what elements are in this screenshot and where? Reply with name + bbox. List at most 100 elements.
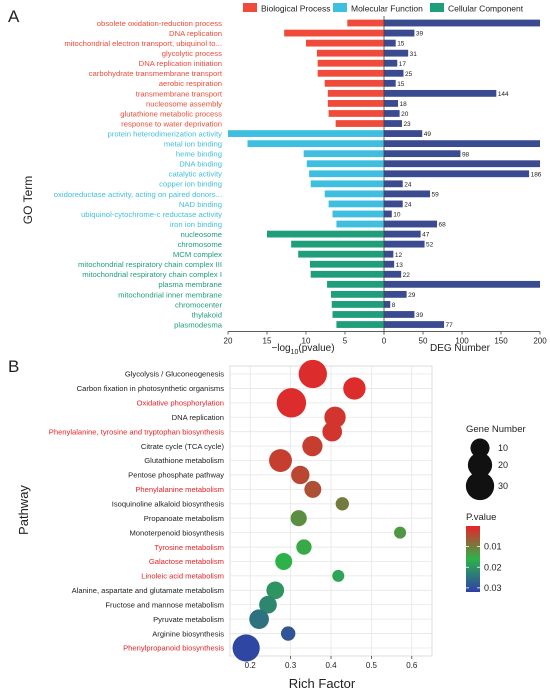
deg-bar xyxy=(384,301,391,308)
deg-value-label: 15 xyxy=(397,81,405,88)
pathway-label: Arginine biosynthesis xyxy=(152,629,224,638)
go-term-label: thylakoid xyxy=(192,310,222,319)
deg-bar xyxy=(384,89,497,97)
deg-value-label: 10 xyxy=(393,212,401,219)
pathway-label: Phenylalanine, tyrosine and tryptophan b… xyxy=(49,427,224,436)
go-term-label: plasma membrane xyxy=(158,280,222,289)
pathway-label: Pentose phosphate pathway xyxy=(128,471,224,480)
pvalue-bar xyxy=(303,150,384,158)
deg-bar xyxy=(384,140,540,148)
pathway-label: Carbon fixation in photosynthetic organi… xyxy=(77,384,225,393)
pathway-label: Propanoate metabolism xyxy=(144,514,224,523)
colorbar-tick-label: 0.01 xyxy=(484,542,502,552)
pathway-bubble xyxy=(266,581,285,600)
deg-bar xyxy=(384,260,395,268)
log-pvalue-axis-title: −log10(pvalue) xyxy=(271,343,334,356)
go-axes: 20 15 10 5 0 50 100 150 200 xyxy=(224,16,547,346)
colorbar-tick-label: 0.02 xyxy=(484,562,502,572)
panel-a-label: A xyxy=(8,7,20,26)
go-term-label: DNA binding xyxy=(179,160,222,169)
pvalue-bar xyxy=(336,321,384,328)
deg-number-axis-title: DEG Number xyxy=(430,343,491,354)
deg-value-label: 8 xyxy=(392,302,396,309)
deg-value-label: 39 xyxy=(416,31,424,38)
go-term-label: iron ion binding xyxy=(170,220,222,229)
go-term-label: plasmodesma xyxy=(174,320,223,329)
x-tick-label: 0.5 xyxy=(366,661,378,670)
pvalue-bar xyxy=(310,180,384,188)
deg-value-label: 49 xyxy=(424,131,432,138)
deg-bar xyxy=(384,321,445,328)
pvalue-bar xyxy=(284,29,384,37)
pathway-label: Tyrosine metabolism xyxy=(154,543,224,552)
go-bars: obsolete oxidation-reduction process 39 DN… xyxy=(54,19,542,329)
go-term-label: oxidoreductase activity, acting on paire… xyxy=(54,190,222,199)
pathway-label: Isoquinoline alkaloid biosynthesis xyxy=(112,499,224,508)
pathway-label: Fructose and mannose metabolism xyxy=(105,600,224,609)
deg-value-label: 24 xyxy=(404,181,412,188)
deg-bar xyxy=(384,39,396,47)
pathway-label: Galactose metabolism xyxy=(149,557,224,566)
deg-bar xyxy=(384,210,392,218)
deg-value-label: 39 xyxy=(416,312,424,319)
deg-bar xyxy=(384,280,540,288)
pathway-bubble xyxy=(280,626,296,641)
pvalue-bar xyxy=(310,270,384,278)
deg-bar xyxy=(384,250,394,258)
deg-value-label: 47 xyxy=(422,232,430,239)
x-tick-label: 150 xyxy=(494,337,508,346)
deg-bar xyxy=(384,290,407,298)
deg-bar xyxy=(384,29,415,37)
deg-bar xyxy=(384,200,403,208)
deg-value-label: 31 xyxy=(410,51,418,58)
x-tick-label: 0.6 xyxy=(406,661,418,670)
pvalue-bar xyxy=(327,280,384,288)
go-term-label: transmembrane transport xyxy=(136,89,223,98)
pvalue-bar xyxy=(306,39,384,47)
panel-b-label: B xyxy=(8,357,19,376)
deg-value-label: 98 xyxy=(462,151,470,158)
gene-number-legend-label: 10 xyxy=(498,443,508,453)
deg-bar xyxy=(384,79,396,87)
go-term-label: mitochondrial electron transport, ubiqui… xyxy=(64,39,222,48)
pathway-label: Pyruvate metabolism xyxy=(153,615,224,624)
x-tick-label: 20 xyxy=(224,337,233,346)
go-term-label: ubiquinol-cytochrome-c reductase activit… xyxy=(81,210,222,219)
go-term-label: nucleosome assembly xyxy=(146,99,222,108)
go-term-label: mitochondrial respiratory chain complex … xyxy=(78,260,222,269)
x-tick-label: 50 xyxy=(419,337,428,346)
x-tick-label: 15 xyxy=(263,337,272,346)
go-term-label: metal ion binding xyxy=(164,140,222,149)
deg-bar xyxy=(384,100,399,107)
pvalue-bar xyxy=(331,301,384,308)
pvalue-legend-title: P.value xyxy=(466,512,496,523)
deg-value-label: 25 xyxy=(405,71,413,78)
deg-value-label: 59 xyxy=(432,191,440,198)
go-term-label: obsolete oxidation-reduction process xyxy=(97,19,222,28)
go-term-label: protein heterodimerization activity xyxy=(107,129,222,138)
go-term-label: NAD binding xyxy=(179,200,222,209)
deg-bar xyxy=(384,170,530,178)
legend-swatch xyxy=(333,3,347,12)
x-tick-label: 10 xyxy=(302,337,311,346)
pathway-bubble xyxy=(322,421,343,442)
pvalue-bar xyxy=(317,69,384,77)
pathway-bubble xyxy=(290,510,307,527)
go-term-label: chromosome xyxy=(178,240,222,249)
x-tick-label: 0 xyxy=(382,337,387,346)
pathway-label: DNA replication xyxy=(172,413,224,422)
pathway-bubble xyxy=(332,569,345,582)
go-term-label: heme binding xyxy=(176,150,222,159)
pvalue-bar xyxy=(327,100,384,107)
go-term-label: DNA replication xyxy=(169,29,222,38)
legend-label: Biological Process xyxy=(261,4,330,14)
pathway-bubble xyxy=(304,480,322,498)
deg-value-label: 77 xyxy=(446,322,454,329)
pathway-bubble xyxy=(232,634,260,662)
pvalue-bar xyxy=(327,89,384,97)
pathway-bubble xyxy=(275,552,293,570)
pathway-label: Phenylpropanoid biosynthesis xyxy=(123,644,224,653)
legend-swatch xyxy=(243,3,257,12)
go-term-label: response to water deprivation xyxy=(121,119,222,128)
go-term-label: DNA replication initiation xyxy=(139,59,222,68)
